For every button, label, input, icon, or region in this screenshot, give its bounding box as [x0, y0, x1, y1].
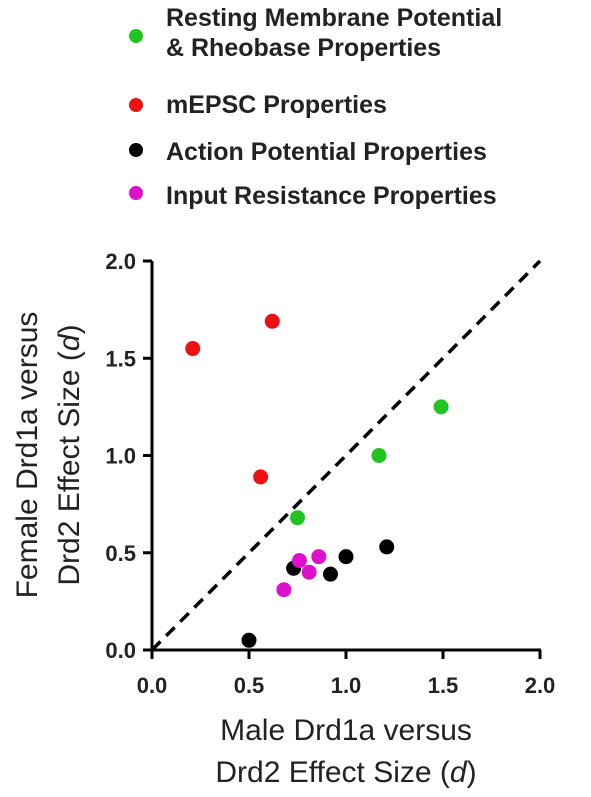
- reference-line-layer: [150, 259, 542, 652]
- y-tick-label: 1.5: [105, 346, 136, 371]
- y-axis-label-line2: Drd2 Effect Size (d): [53, 324, 86, 585]
- data-point: [311, 549, 327, 565]
- data-points: [185, 313, 449, 648]
- data-point: [291, 553, 307, 569]
- data-point: [290, 510, 305, 526]
- axes: 0.0 0.5 1.0 1.5 2.0 0.0 0.5 1.0 1.5 2.0: [105, 249, 555, 698]
- x-tick-label: 2.0: [525, 673, 556, 698]
- y-tick-label: 0.0: [105, 638, 136, 663]
- x-axis-label-line1: Male Drd1a versus: [220, 714, 472, 747]
- legend-label: mEPSC Properties: [166, 91, 387, 119]
- identity-line: [150, 259, 542, 652]
- legend-entry: mEPSC Properties: [129, 91, 387, 119]
- x-tick-label: 1.0: [331, 673, 362, 698]
- legend-label: Resting Membrane Potential: [166, 4, 502, 32]
- x-tick-label: 0.0: [137, 673, 168, 698]
- y-tick-label: 1.0: [105, 444, 136, 469]
- data-point: [338, 549, 354, 565]
- legend-marker: [129, 29, 143, 43]
- y-tick-label: 2.0: [105, 249, 136, 274]
- x-tick-label: 1.5: [428, 673, 459, 698]
- data-point: [253, 469, 269, 485]
- data-point: [322, 566, 338, 582]
- y-tick-label: 0.5: [105, 541, 136, 566]
- legend-marker: [129, 143, 143, 157]
- legend-entry: Input Resistance Properties: [129, 182, 497, 210]
- y-axis-label-line1: Female Drd1a versus: [11, 312, 44, 599]
- legend-label: Action Potential Properties: [166, 138, 487, 166]
- data-point: [264, 313, 280, 329]
- axis-labels: Male Drd1a versus Drd2 Effect Size (d) Fem…: [11, 312, 477, 789]
- legend-entry: Resting Membrane Potential& Rheobase Pro…: [129, 4, 502, 62]
- legend-label: & Rheobase Properties: [166, 34, 441, 62]
- data-point: [379, 539, 395, 555]
- data-point: [276, 582, 292, 598]
- legend-entry: Action Potential Properties: [129, 138, 487, 166]
- data-point: [185, 341, 201, 357]
- legend-marker: [129, 98, 143, 112]
- legend-label: Input Resistance Properties: [166, 182, 497, 210]
- legend: Resting Membrane Potential& Rheobase Pro…: [129, 4, 502, 210]
- x-tick-label: 0.5: [234, 673, 265, 698]
- data-point: [301, 564, 317, 580]
- data-point: [433, 399, 449, 415]
- data-point: [371, 448, 387, 463]
- data-point: [241, 632, 257, 648]
- legend-marker: [129, 186, 143, 200]
- x-axis-label-line2: Drd2 Effect Size (d): [215, 756, 476, 789]
